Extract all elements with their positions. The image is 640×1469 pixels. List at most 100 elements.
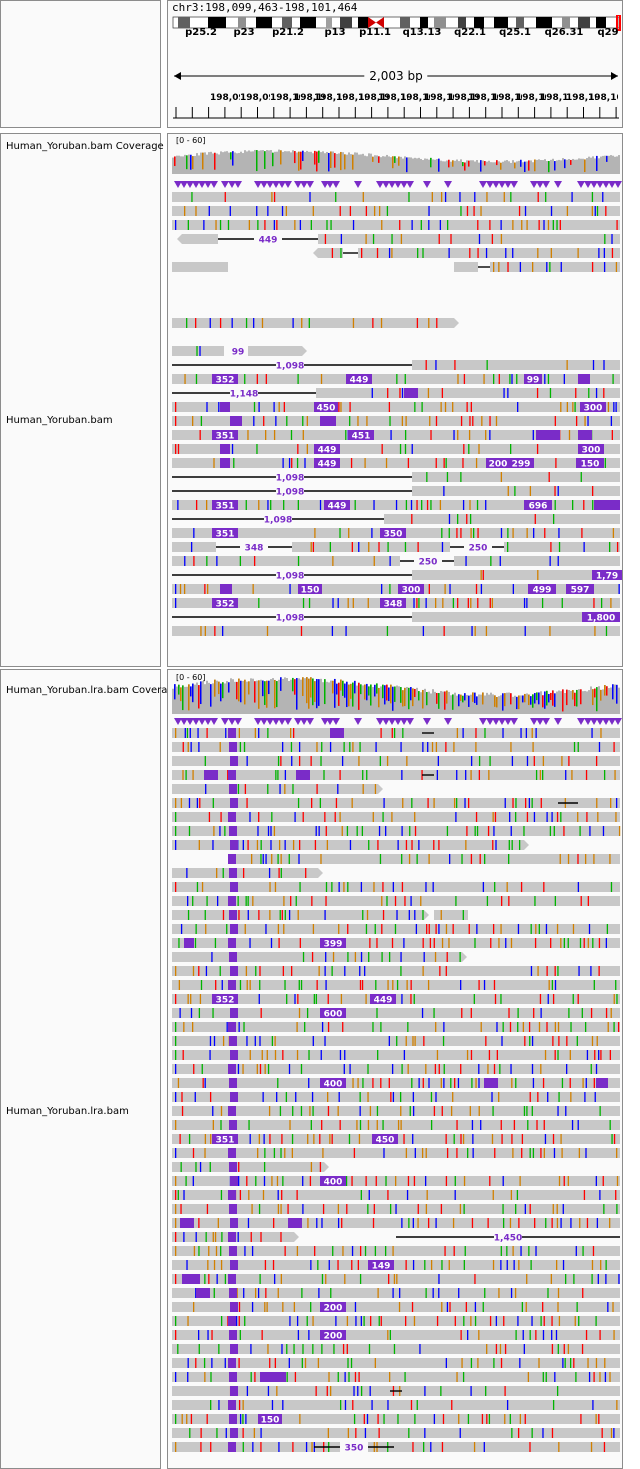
- mismatch: [470, 528, 472, 538]
- mismatch: [239, 1330, 241, 1340]
- coverage-bar: [550, 159, 552, 174]
- coverage-mismatch: [596, 687, 598, 712]
- insertion-marker: [492, 181, 500, 188]
- coverage-bar: [548, 693, 550, 714]
- mismatch: [544, 1050, 547, 1060]
- track1-name-panel[interactable]: Human_Yoruban.bam Coverage Human_Yoruban…: [0, 133, 164, 667]
- mismatch: [445, 1176, 448, 1186]
- insertion-marker: [221, 181, 229, 188]
- coverage-mismatch: [426, 692, 428, 706]
- mismatch: [260, 1428, 262, 1438]
- read: [172, 798, 620, 808]
- coverage-bar: [326, 151, 328, 174]
- track2-data-panel[interactable]: 399 352 449 600 400 351 450 400 149 200 200 150 1,45…: [167, 669, 623, 1469]
- mismatch: [214, 938, 217, 948]
- mismatch: [550, 938, 552, 948]
- mismatch: [294, 812, 296, 822]
- mismatch: [548, 472, 550, 482]
- mismatch: [459, 192, 461, 202]
- mismatch: [555, 1260, 558, 1270]
- coverage-bar: [226, 151, 228, 174]
- mismatch: [454, 1078, 456, 1088]
- ruler-panel[interactable]: chr3:198,099,463-198,101,464 p25.2 p23 p…: [167, 0, 623, 128]
- mismatch: [575, 416, 578, 426]
- mismatch: [598, 742, 601, 752]
- mismatch: [261, 318, 264, 328]
- mismatch: [547, 1092, 549, 1102]
- mismatch: [354, 1302, 357, 1312]
- mismatch: [187, 1358, 189, 1368]
- alignment1-track-name[interactable]: Human_Yoruban.bam: [6, 415, 113, 426]
- mismatch: [292, 318, 294, 328]
- mismatch: [521, 1148, 523, 1158]
- chromosome-ideogram[interactable]: [168, 15, 623, 45]
- coverage-bar: [412, 158, 414, 174]
- mismatch: [520, 1246, 522, 1256]
- insertion-label: 352: [216, 600, 235, 610]
- mismatch: [451, 1400, 453, 1410]
- coverage-bar: [422, 160, 424, 174]
- insertion-label: 300: [584, 404, 603, 414]
- mismatch: [500, 220, 502, 230]
- mismatch: [342, 1246, 344, 1256]
- mismatch: [266, 1050, 268, 1060]
- coverage-bar: [604, 155, 606, 174]
- mismatch: [282, 458, 284, 468]
- track2-name-panel[interactable]: Human_Yoruban.lra.bam Coverage Human_Yor…: [0, 669, 180, 1469]
- mismatch: [265, 854, 267, 864]
- mismatch: [197, 1330, 200, 1340]
- insertion-marker: [530, 718, 538, 725]
- mismatch: [592, 500, 594, 510]
- mismatch: [248, 1120, 250, 1130]
- coverage-bar: [546, 161, 548, 174]
- track1-data-panel[interactable]: 449 99 1,098 352 449 99 1,148 450 300 351 451 449 30…: [167, 133, 623, 667]
- mismatch: [465, 770, 467, 780]
- mismatch: [482, 1302, 484, 1312]
- mismatch: [529, 1442, 531, 1452]
- mismatch: [503, 388, 505, 398]
- mismatch: [500, 1260, 502, 1270]
- mismatch: [523, 598, 526, 608]
- mismatch: [268, 1106, 271, 1116]
- alignment2-track-name[interactable]: Human_Yoruban.lra.bam: [6, 1106, 129, 1117]
- coverage-bar: [420, 692, 422, 714]
- mismatch: [556, 220, 558, 230]
- mismatch: [358, 1134, 361, 1144]
- insertion-marker: [234, 718, 242, 725]
- mismatch: [572, 402, 574, 412]
- mismatch: [330, 1386, 332, 1396]
- mismatch: [328, 1372, 330, 1382]
- mismatch: [254, 728, 257, 738]
- coverage-bar: [538, 159, 540, 174]
- mismatch: [312, 924, 315, 934]
- mismatch: [224, 1274, 227, 1284]
- mismatch: [366, 910, 369, 920]
- coverage-mismatch: [384, 685, 386, 705]
- insertion-block: [228, 896, 236, 906]
- mismatch: [280, 1274, 283, 1284]
- mismatch: [365, 1176, 367, 1186]
- coverage1-track-name[interactable]: Human_Yoruban.bam Coverage: [6, 141, 164, 152]
- mismatch: [580, 472, 582, 482]
- mismatch: [300, 1064, 303, 1074]
- mismatch: [271, 812, 273, 822]
- mismatch: [540, 798, 542, 808]
- mismatch: [517, 1008, 519, 1018]
- deletion-label: 99: [232, 348, 245, 358]
- mismatch: [190, 1008, 193, 1018]
- mismatch: [498, 374, 500, 384]
- mismatch: [429, 416, 431, 426]
- mismatch: [401, 854, 403, 864]
- mismatch: [414, 1148, 416, 1158]
- mismatch: [242, 840, 244, 850]
- locus-display[interactable]: chr3:198,099,463-198,101,464: [172, 1, 358, 14]
- mismatch: [403, 1134, 405, 1144]
- coverage2-track-name[interactable]: Human_Yoruban.lra.bam Coverage: [6, 685, 180, 696]
- mismatch: [196, 346, 198, 356]
- mismatch: [395, 1204, 397, 1214]
- mismatch: [543, 220, 545, 230]
- mismatch: [416, 598, 418, 608]
- mismatch: [269, 1134, 271, 1144]
